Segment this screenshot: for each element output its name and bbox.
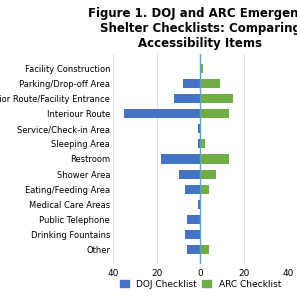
Bar <box>187 215 200 224</box>
Bar <box>200 245 209 254</box>
Bar <box>174 94 200 103</box>
Bar <box>124 109 200 118</box>
Bar <box>185 230 200 239</box>
Title: Figure 1. DOJ and ARC Emergency
Shelter Checklists: Comparing
Accessibility Item: Figure 1. DOJ and ARC Emergency Shelter … <box>88 7 297 50</box>
Bar <box>200 185 209 194</box>
Bar <box>200 154 229 164</box>
Bar <box>200 139 205 148</box>
Bar <box>200 169 216 179</box>
Bar <box>200 79 220 88</box>
Bar <box>198 200 200 209</box>
Legend: DOJ Checklist, ARC Checklist: DOJ Checklist, ARC Checklist <box>120 280 281 289</box>
Bar <box>161 154 200 164</box>
Bar <box>200 109 229 118</box>
Bar <box>200 94 233 103</box>
Bar <box>200 64 203 73</box>
Bar <box>185 185 200 194</box>
Bar <box>198 124 200 133</box>
Bar <box>198 139 200 148</box>
Bar <box>178 169 200 179</box>
Bar <box>187 245 200 254</box>
Bar <box>183 79 200 88</box>
